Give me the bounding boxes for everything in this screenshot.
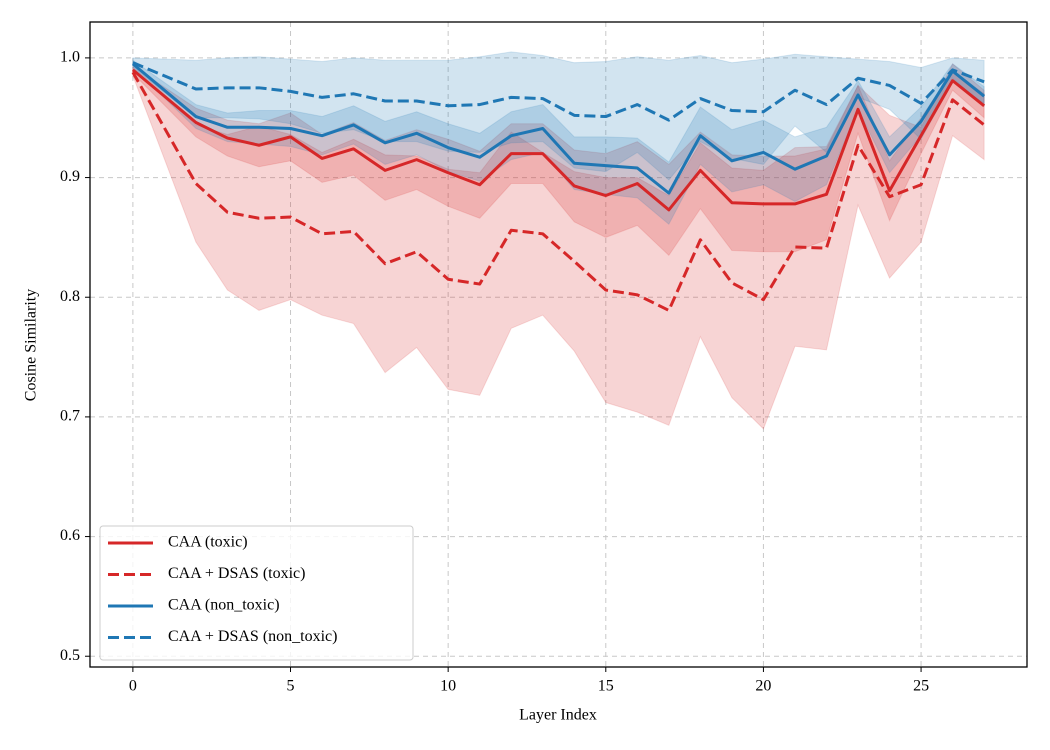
x-tick-label: 0 (129, 678, 137, 695)
y-tick-label: 0.6 (60, 527, 80, 544)
y-tick-label: 0.8 (60, 288, 80, 305)
series-line (131, 71, 986, 312)
x-tick-label: 5 (287, 678, 295, 695)
x-tick-label: 15 (598, 678, 614, 695)
legend-box (99, 525, 414, 661)
legend-label: CAA (toxic) (168, 534, 248, 551)
error-band (132, 65, 985, 257)
legend-label: CAA (non_toxic) (168, 597, 280, 614)
y-tick-label: 0.7 (60, 408, 80, 425)
legend: CAA (toxic) CAA + DSAS (toxic) CAA (non_to… (99, 525, 414, 661)
legend-label: CAA + DSAS (toxic) (168, 565, 305, 582)
x-tick-label: 10 (440, 678, 456, 695)
y-tick-label: 0.9 (60, 168, 80, 185)
x-tick-label: 25 (913, 678, 929, 695)
y-axis-label: Cosine Similarity (23, 289, 40, 401)
y-tick-label: 1.0 (60, 49, 80, 66)
x-axis-label: Layer Index (519, 707, 597, 724)
series-line (131, 62, 986, 195)
series-line (132, 61, 985, 122)
series-line (131, 68, 986, 212)
y-tick-label: 0.5 (60, 647, 80, 664)
legend-label: CAA + DSAS (non_toxic) (168, 628, 337, 645)
plot-frame (89, 21, 1028, 668)
error-band (132, 51, 985, 181)
x-tick-label: 20 (755, 678, 771, 695)
